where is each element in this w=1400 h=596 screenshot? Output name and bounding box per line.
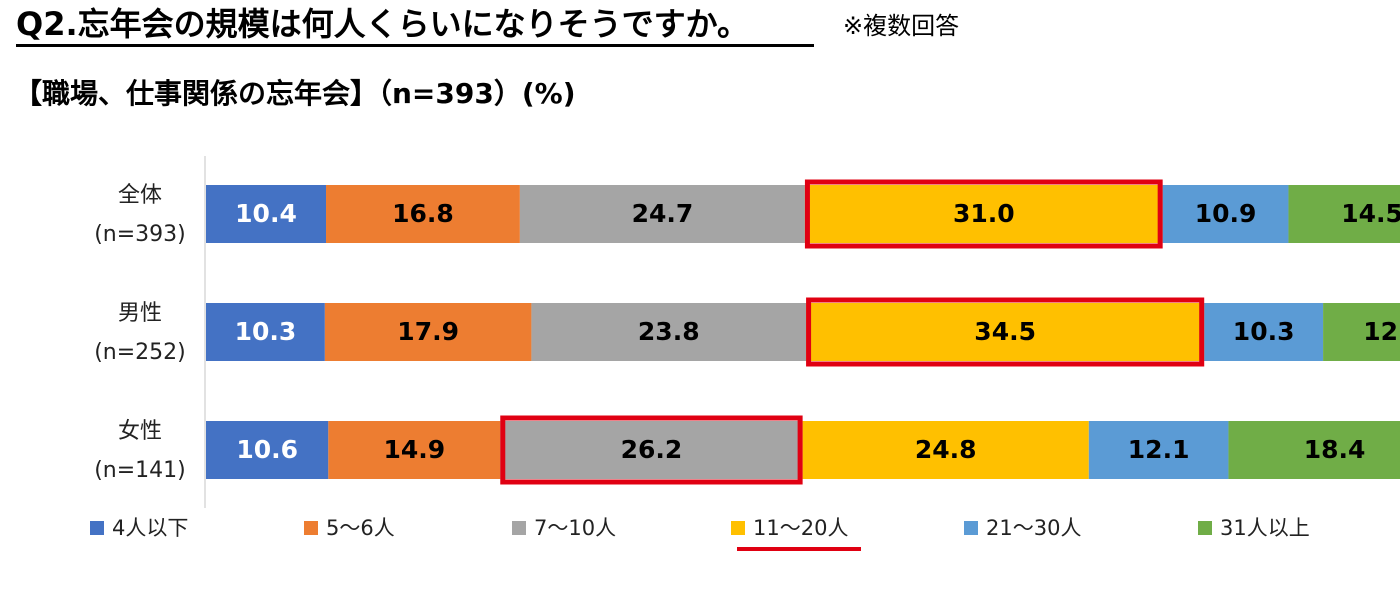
legend-label: 21〜30人 xyxy=(986,516,1081,540)
legend-swatch xyxy=(964,521,978,535)
data-label: 34.5 xyxy=(974,317,1036,346)
data-label: 18.4 xyxy=(1304,435,1366,464)
data-label: 10.3 xyxy=(1233,317,1295,346)
category-label: 全体 xyxy=(118,183,162,208)
bar-segment xyxy=(326,185,520,243)
bar-segment xyxy=(519,185,805,243)
data-label: 10.3 xyxy=(235,317,297,346)
category-label: 女性 xyxy=(118,419,162,444)
data-label: 12.1 xyxy=(1128,435,1190,464)
legend-label: 5〜6人 xyxy=(326,516,395,540)
highlight-frames-group xyxy=(500,179,1205,485)
bar-segment xyxy=(1162,185,1289,243)
data-label: 24.7 xyxy=(632,199,694,228)
data-label: 12.3 xyxy=(1363,317,1400,346)
bar-segment xyxy=(802,421,1089,479)
data-label: 14.5 xyxy=(1341,199,1400,228)
chart-title: 【職場、仕事関係の忘年会】（n=393）(%) xyxy=(14,77,576,110)
legend: 4人以下 5〜6人 7〜10人 11〜20人 21〜30人 31人以上 xyxy=(90,516,1310,551)
legend-swatch xyxy=(731,521,745,535)
bar-segment xyxy=(1288,185,1400,243)
bar-segment xyxy=(1088,421,1229,479)
legend-label: 4人以下 xyxy=(112,516,188,540)
data-label: 14.9 xyxy=(383,435,445,464)
data-label: 17.9 xyxy=(397,317,459,346)
legend-swatch xyxy=(304,521,318,535)
category-n-label: (n=141) xyxy=(94,458,186,483)
bar-segment xyxy=(206,303,325,361)
question-title: Q2.忘年会の規模は何人くらいになりそうですか。 xyxy=(16,4,814,47)
bar-segment xyxy=(1323,303,1400,361)
category-n-label: (n=393) xyxy=(94,222,186,247)
bar-segment xyxy=(1204,303,1324,361)
bar-segment xyxy=(324,303,532,361)
legend-label: 11〜20人 xyxy=(753,516,848,540)
bar-segment xyxy=(1228,421,1400,479)
legend-swatch xyxy=(512,521,526,535)
data-label: 10.6 xyxy=(236,435,298,464)
data-label: 23.8 xyxy=(638,317,700,346)
data-label: 16.8 xyxy=(392,199,454,228)
data-label: 24.8 xyxy=(915,435,977,464)
bar-segment xyxy=(500,421,803,479)
highlight-frame xyxy=(804,179,1163,249)
data-label: 10.9 xyxy=(1195,199,1257,228)
data-label: 26.2 xyxy=(621,435,683,464)
bar-segment xyxy=(531,303,807,361)
data-label: 10.4 xyxy=(235,199,297,228)
legend-swatch xyxy=(90,521,104,535)
legend-label: 7〜10人 xyxy=(534,516,616,540)
category-label: 男性 xyxy=(118,301,162,326)
bar-segment xyxy=(806,303,1205,361)
bars-group: 10.4 16.8 24.7 31.0 10.9 14.5 10.3 17.9 23.8 34.5… xyxy=(206,185,1400,479)
category-n-label: (n=252) xyxy=(94,340,186,365)
multiple-answer-note: ※複数回答 xyxy=(843,12,960,40)
legend-label: 31人以上 xyxy=(1220,516,1310,540)
legend-swatch xyxy=(1198,521,1212,535)
data-label: 31.0 xyxy=(953,199,1015,228)
bar-segment xyxy=(328,421,501,479)
bar-segment xyxy=(206,185,327,243)
bar-segment xyxy=(206,421,329,479)
highlight-frame xyxy=(806,297,1205,367)
category-labels-group: 全体 (n=393) 男性 (n=252) 女性 (n=141) xyxy=(94,183,186,483)
bar-segment xyxy=(804,185,1163,243)
highlight-frame xyxy=(500,415,803,485)
